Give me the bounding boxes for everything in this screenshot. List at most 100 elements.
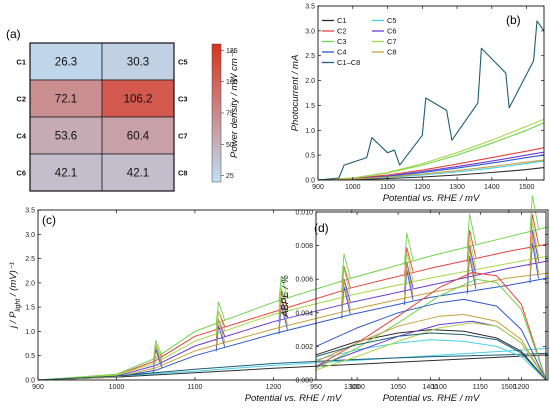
photocurrent-spike: [403, 232, 414, 266]
heatmap-value: 72.1: [55, 94, 77, 106]
photocurrent-spike: [341, 280, 351, 314]
x-tick-label: 1300: [449, 184, 465, 191]
series-line-c2: [37, 243, 549, 381]
colorbar-tick-label: 125: [226, 48, 238, 55]
panel-label-d: (d): [314, 221, 329, 235]
panel-label-c: (c): [42, 213, 56, 227]
heatmap-right-label: C8: [178, 169, 188, 178]
photocurrent-spike: [278, 275, 288, 303]
colorbar-gradient: [211, 43, 222, 183]
x-tick-label: 1400: [423, 384, 439, 391]
panel-label-a: (a): [6, 27, 21, 41]
series-line-c7: [37, 255, 549, 381]
x-tick-label: 1400: [484, 184, 500, 191]
series-line-c1: [317, 167, 545, 181]
legend-label: C7: [387, 37, 397, 46]
y-tick-label: 0.5: [305, 153, 315, 160]
heatmap-panel: (a) 26.3 30.3 72.1 106.2 53.6 60.4 42.1 42.1 C1…: [6, 27, 240, 192]
y-tick-label: 2.0: [25, 280, 35, 287]
y-axis-label: j / Plight / (mV)⁻¹: [8, 262, 22, 330]
x-tick-label: 950: [310, 384, 322, 391]
panel-label-b: (b): [506, 13, 521, 27]
photocurrent-spike: [215, 310, 226, 336]
legend-label: C5: [387, 16, 397, 25]
x-tick-label: 1000: [345, 184, 361, 191]
colorbar-tick-label: 100: [226, 79, 238, 86]
x-tick-label: 1200: [266, 384, 282, 391]
y-tick-label: 0.0: [25, 378, 35, 385]
x-axis-label: Potential vs. RHE / mV: [245, 393, 343, 404]
photocurrent-spike: [466, 213, 477, 249]
abpe-panel: (d) 950 1000 1050 1100 1150 1200 0.000 0.002 0.0…: [280, 210, 547, 404]
series-line-c3: [37, 226, 549, 381]
heatmap-cell: [29, 42, 103, 81]
legend-label: C8: [387, 48, 397, 57]
x-tick-label: 1500: [501, 384, 517, 391]
photocurrent-spike: [341, 253, 351, 283]
heatmap-right-label: C5: [178, 58, 188, 67]
heatmap-right-label: C7: [178, 132, 188, 141]
photocurrent-spike: [403, 247, 414, 277]
heatmap-cell: [101, 42, 175, 81]
x-tick-label: 1100: [432, 384, 447, 391]
photocurrent-spike: [215, 301, 226, 326]
photocurrent-spike: [529, 235, 540, 278]
y-tick-label: 2.5: [25, 256, 35, 263]
y-tick-label: 0.0: [305, 178, 315, 185]
series-line-c2: [317, 147, 545, 181]
colorbar-tick-label: 25: [226, 173, 234, 180]
heatmap-value: 42.1: [127, 168, 149, 180]
x-tick-label: 1150: [473, 384, 488, 391]
series-line-c1-c8: [315, 332, 547, 381]
photocurrent-spike: [152, 345, 163, 371]
colorbar-tick-label: 50: [226, 142, 234, 149]
photocurrent-spike: [529, 222, 540, 262]
photocurrent-spike: [529, 214, 540, 250]
y-axis-label: Photocurrent / mA: [290, 55, 301, 132]
photocurrent-spike: [278, 298, 288, 330]
y-tick-label: 2.5: [305, 53, 315, 60]
photocurrent-spike: [529, 195, 540, 234]
y-tick-label: 3.5: [305, 4, 315, 11]
heatmap-value: 30.3: [127, 57, 149, 69]
photocurrent-spike: [215, 318, 226, 347]
photocurrent-spike: [466, 230, 477, 263]
legend-label: C1: [337, 16, 347, 25]
heatmap-value: 106.2: [124, 94, 153, 106]
series-line-c1-c8: [317, 20, 545, 181]
photocurrent-spike: [278, 287, 288, 315]
y-tick-label: 3.5: [25, 208, 35, 215]
heatmap-cell: [101, 116, 175, 155]
legend-label: C3: [337, 37, 347, 46]
legend-label: C4: [337, 48, 347, 57]
y-tick-label: 0.5: [25, 353, 35, 360]
y-tick-label: 1.0: [305, 128, 315, 135]
heatmap-left-label: C6: [16, 169, 26, 178]
heatmap-value: 42.1: [55, 168, 77, 180]
y-tick-label: 3.0: [25, 232, 35, 239]
x-tick-label: 900: [312, 184, 324, 191]
x-tick-label: 1200: [415, 184, 431, 191]
colorbar-tick-label: 75: [226, 111, 234, 118]
y-tick-label: 2.0: [305, 78, 315, 85]
heatmap-cell: [101, 153, 175, 192]
x-tick-label: 900: [32, 384, 44, 391]
photocurrent-panel: (b) 900 1000 1100 1200 1300 1400 1500 0.0 0.5 1.0…: [290, 4, 545, 204]
series-line-c7: [317, 118, 545, 181]
colorbar: 25 50 75 100 125: [211, 43, 238, 183]
heatmap-frame: [29, 42, 175, 192]
x-tick-label: 1200: [514, 384, 530, 391]
photocurrent-spike: [403, 263, 414, 301]
y-tick-label: 0.008: [295, 243, 313, 250]
series-line-c1: [37, 354, 549, 381]
heatmap-left-label: C1: [16, 58, 26, 67]
legend-label: C2: [337, 27, 347, 36]
photocurrent-spike: [403, 251, 414, 286]
y-tick-label: 1.5: [305, 103, 315, 110]
x-tick-label: 1000: [109, 384, 125, 391]
y-tick-label: 3.0: [305, 28, 315, 35]
x-tick-label: 1300: [344, 384, 360, 391]
heatmap-value: 26.3: [55, 57, 77, 69]
heatmap-value: 60.4: [127, 131, 150, 143]
